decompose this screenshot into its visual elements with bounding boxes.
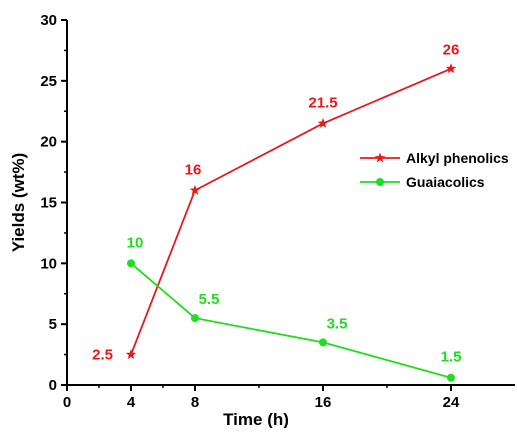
data-point — [446, 63, 456, 73]
legend-label: Alkyl phenolics — [406, 150, 509, 166]
series-line-guaiacolics — [131, 263, 451, 377]
y-tick-label: 10 — [40, 255, 57, 272]
legend-marker — [375, 153, 385, 163]
series-line-alkyl-phenolics — [131, 69, 451, 355]
data-label: 10 — [127, 234, 144, 251]
data-label: 3.5 — [327, 315, 348, 332]
data-label: 1.5 — [441, 349, 462, 366]
data-label: 5.5 — [199, 291, 220, 308]
y-tick-label: 25 — [40, 73, 57, 90]
data-point — [126, 349, 136, 359]
data-label: 21.5 — [308, 94, 337, 111]
data-point — [318, 118, 328, 128]
data-point — [447, 374, 455, 382]
series-layer — [126, 63, 456, 382]
data-point — [319, 338, 327, 346]
y-tick-label: 15 — [40, 195, 57, 212]
legend-label: Guaiacolics — [406, 174, 485, 190]
y-tick-label: 20 — [40, 134, 57, 151]
legend: Alkyl phenolics Guaiacolics — [360, 150, 509, 190]
y-tick-label: 30 — [40, 12, 57, 29]
y-axis-title: Yields (wt%) — [9, 153, 28, 253]
data-label: 26 — [443, 42, 460, 59]
x-tick-label: 16 — [315, 394, 332, 411]
data-point — [191, 314, 199, 322]
y-tick-label: 0 — [49, 377, 57, 394]
x-tick-label: 24 — [443, 394, 460, 411]
x-tick-label: 0 — [63, 394, 71, 411]
data-label: 16 — [185, 161, 202, 178]
data-labels-layer: 2.5 16 21.5 26 10 5.5 3.5 1.5 — [92, 42, 461, 366]
x-tick-label: 8 — [191, 394, 199, 411]
legend-marker — [376, 178, 384, 186]
data-point — [127, 259, 135, 267]
data-label: 2.5 — [92, 347, 113, 364]
data-point — [190, 185, 200, 195]
x-axis-title: Time (h) — [223, 410, 289, 428]
x-tick-label: 4 — [127, 394, 136, 411]
y-tick-label: 5 — [49, 316, 57, 333]
